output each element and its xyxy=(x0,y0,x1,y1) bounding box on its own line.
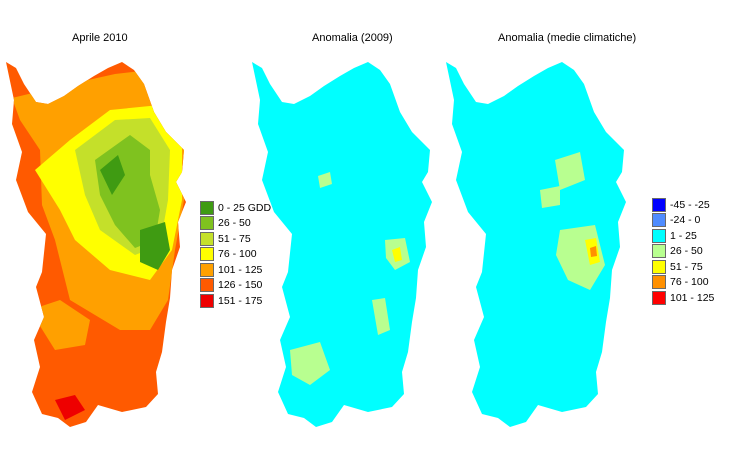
legend-label: 26 - 50 xyxy=(218,217,251,230)
legend-label: 0 - 25 GDD xyxy=(218,201,272,214)
legend-item: -45 - -25 xyxy=(652,197,714,213)
legend-item: 26 - 50 xyxy=(652,244,714,260)
legend-label: 151 - 175 xyxy=(218,294,263,307)
legend-label: 76 - 100 xyxy=(218,248,257,261)
legend-item: -24 - 0 xyxy=(652,213,714,229)
legend-swatch xyxy=(200,278,214,293)
legend-swatch xyxy=(652,259,666,274)
map-title-anomalia-medie-climatiche: Anomalia (medie climatiche) xyxy=(498,32,637,44)
legend-anomalia-medie-climatiche: -45 - -25 -24 - 0 1 - 25 26 - 50 51 - 75 76 -… xyxy=(652,197,714,306)
legend-swatch xyxy=(200,293,214,308)
legend-label: 51 - 75 xyxy=(670,260,703,273)
legend-item: 101 - 125 xyxy=(200,262,271,278)
legend-swatch xyxy=(652,290,666,305)
legend-item: 26 - 50 xyxy=(200,216,271,232)
legend-label: 126 - 150 xyxy=(218,279,263,292)
map-title-aprile-2010: Aprile 2010 xyxy=(72,32,128,44)
legend-swatch xyxy=(200,200,214,215)
legend-label: 101 - 125 xyxy=(670,291,715,304)
legend-aprile-2010: 0 - 25 GDD 26 - 50 51 - 75 76 - 100 101 - 12… xyxy=(200,200,271,309)
legend-swatch xyxy=(200,231,214,246)
legend-item: 0 - 25 GDD xyxy=(200,200,271,216)
legend-item: 151 - 175 xyxy=(200,293,271,309)
legend-swatch xyxy=(200,216,214,231)
legend-item: 101 - 125 xyxy=(652,290,714,306)
legend-swatch xyxy=(200,262,214,277)
legend-label: 26 - 50 xyxy=(670,245,703,258)
legend-swatch xyxy=(652,228,666,243)
legend-item: 51 - 75 xyxy=(652,259,714,275)
legend-swatch xyxy=(652,244,666,259)
legend-label: -24 - 0 xyxy=(670,214,701,227)
legend-swatch xyxy=(200,247,214,262)
legend-item: 76 - 100 xyxy=(200,247,271,263)
legend-swatch xyxy=(652,275,666,290)
map-title-anomalia-2009: Anomalia (2009) xyxy=(312,32,393,44)
legend-swatch xyxy=(652,213,666,228)
map-aprile-2010 xyxy=(6,62,186,427)
legend-label: 76 - 100 xyxy=(670,276,709,289)
legend-label: 51 - 75 xyxy=(218,232,251,245)
legend-swatch xyxy=(652,197,666,212)
legend-item: 126 - 150 xyxy=(200,278,271,294)
map-anomalia-medie-climatiche xyxy=(446,62,626,427)
map-anomalia-2009 xyxy=(252,62,432,427)
legend-label: 101 - 125 xyxy=(218,263,263,276)
legend-item: 51 - 75 xyxy=(200,231,271,247)
legend-item: 1 - 25 xyxy=(652,228,714,244)
legend-label: 1 - 25 xyxy=(670,229,697,242)
legend-label: -45 - -25 xyxy=(670,198,710,211)
legend-item: 76 - 100 xyxy=(652,275,714,291)
